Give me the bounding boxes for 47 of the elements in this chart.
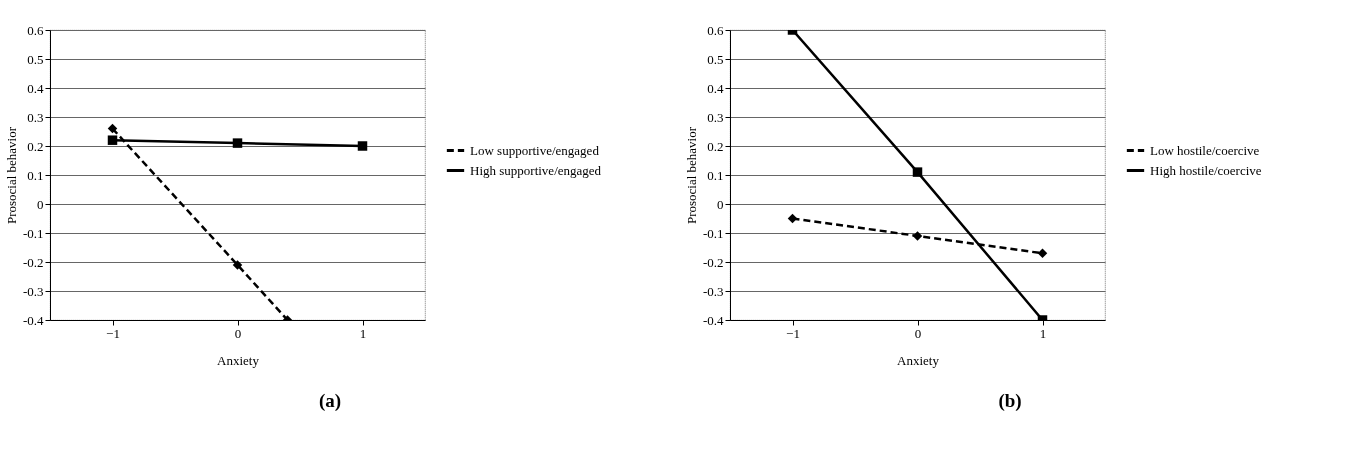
text: (a) <box>317 390 343 412</box>
y-tick-label: -0.2 <box>702 254 724 270</box>
y-tick-label: 0 <box>37 196 44 212</box>
point <box>232 138 243 148</box>
point <box>357 141 368 151</box>
x-tick-label: −1 <box>786 325 800 341</box>
x-tick-label: 1 <box>1039 325 1047 341</box>
y-tick-label: 0.4 <box>27 80 44 96</box>
y-tick-label: 0.3 <box>27 109 44 125</box>
point <box>107 123 118 134</box>
y-axis-title: Prosocial behavior <box>683 126 699 225</box>
legend-label: High hostile/coercive <box>1150 162 1262 178</box>
y-tick-label: -0.3 <box>22 283 44 299</box>
text: (b) <box>997 390 1023 412</box>
point <box>1037 248 1048 259</box>
point <box>232 260 243 270</box>
y-tick-label: 0.4 <box>707 80 724 96</box>
y-tick-label: 0.6 <box>707 22 724 38</box>
y-tick-label: -0.1 <box>702 225 724 241</box>
y-tick-label: 0.5 <box>707 51 724 67</box>
y-tick-label: 0.3 <box>707 109 724 125</box>
x-tick-label: 0 <box>914 325 922 341</box>
x-axis-title: Anxiety <box>897 352 940 368</box>
y-tick-label: -0.1 <box>22 225 44 241</box>
y-tick-label: -0.2 <box>22 254 44 270</box>
legend-label: High supportive/engaged <box>470 162 602 178</box>
legend-label: Low supportive/engaged <box>470 142 600 158</box>
x-tick-label: 1 <box>359 325 367 341</box>
x-axis-title: Anxiety <box>217 352 260 368</box>
point <box>912 167 923 177</box>
point <box>912 231 923 241</box>
x-tick-label: −1 <box>106 325 120 341</box>
y-tick-label: 0.5 <box>27 51 44 67</box>
y-tick-label: -0.4 <box>702 312 724 328</box>
y-tick-label: 0.2 <box>707 138 724 154</box>
y-tick-label: -0.3 <box>702 283 724 299</box>
y-tick-label: 0.6 <box>27 22 44 38</box>
y-tick-label: -0.4 <box>22 312 44 328</box>
y-tick-label: 0.2 <box>27 138 44 154</box>
y-tick-label: 0.1 <box>27 167 44 183</box>
y-axis-title: Prosocial behavior <box>3 126 19 225</box>
x-tick-label: 0 <box>234 325 242 341</box>
legend-label: Low hostile/coercive <box>1150 142 1260 158</box>
point <box>787 213 798 224</box>
point <box>107 135 118 145</box>
y-tick-label: 0.1 <box>707 167 724 183</box>
y-tick-label: 0 <box>717 196 724 212</box>
